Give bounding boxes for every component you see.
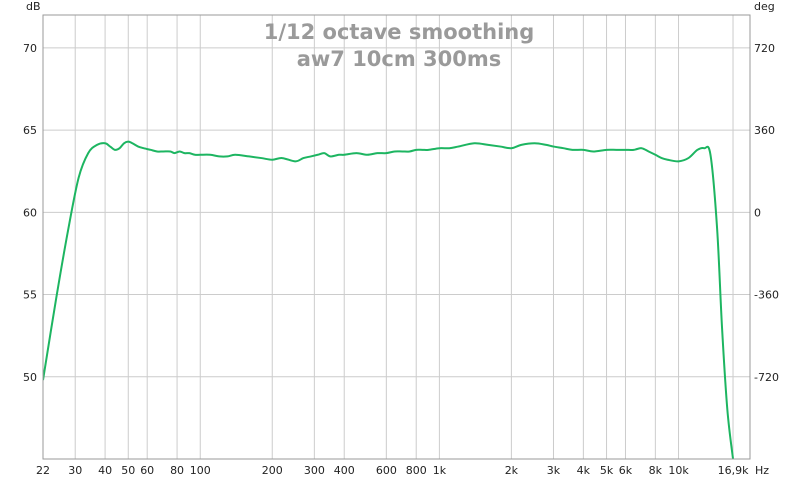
spl-series-line [43,140,735,459]
x-tick-label: 2k [505,464,519,477]
x-tick-label: 6k [619,464,633,477]
y-right-tick-label: -720 [754,371,779,384]
x-tick-label: 22 [36,464,50,477]
plot-area [43,140,735,459]
y-left-tick-label: 60 [23,206,37,219]
x-tick-label: 50 [121,464,135,477]
chart-title: 1/12 octave smoothing [264,20,535,44]
x-tick-label: 4k [577,464,591,477]
plot-frame [42,14,751,460]
x-tick-label: 40 [98,464,112,477]
x-tick-label: 3k [547,464,561,477]
labels: dB deg Hz 1/12 octave smoothing aw7 10cm… [23,0,779,477]
chart-subtitle: aw7 10cm 300ms [297,47,502,71]
y-left-unit-label: dB [26,0,41,13]
x-tick-label: 1k [433,464,447,477]
y-left-tick-label: 70 [23,42,37,55]
y-right-tick-label: 360 [754,124,775,137]
x-tick-label: 600 [376,464,397,477]
y-right-tick-label: 0 [754,206,761,219]
y-left-tick-label: 65 [23,124,37,137]
x-tick-label: 400 [334,464,355,477]
x-tick-label: 100 [190,464,211,477]
x-tick-label: 300 [304,464,325,477]
y-right-tick-label: 720 [754,42,775,55]
x-tick-label: 200 [262,464,283,477]
x-tick-label: 8k [649,464,663,477]
x-tick-label: 80 [170,464,184,477]
y-left-tick-label: 55 [23,289,37,302]
y-right-unit-label: deg [754,0,775,13]
x-tick-label: 60 [140,464,154,477]
x-tick-label: 30 [68,464,82,477]
x-tick-label: 10k [668,464,689,477]
x-unit-label: Hz [755,464,769,477]
x-tick-label: 16,9k [718,464,749,477]
x-tick-label: 5k [600,464,614,477]
x-tick-label: 800 [406,464,427,477]
y-right-tick-label: -360 [754,289,779,302]
y-left-tick-label: 50 [23,371,37,384]
grid [43,15,750,459]
